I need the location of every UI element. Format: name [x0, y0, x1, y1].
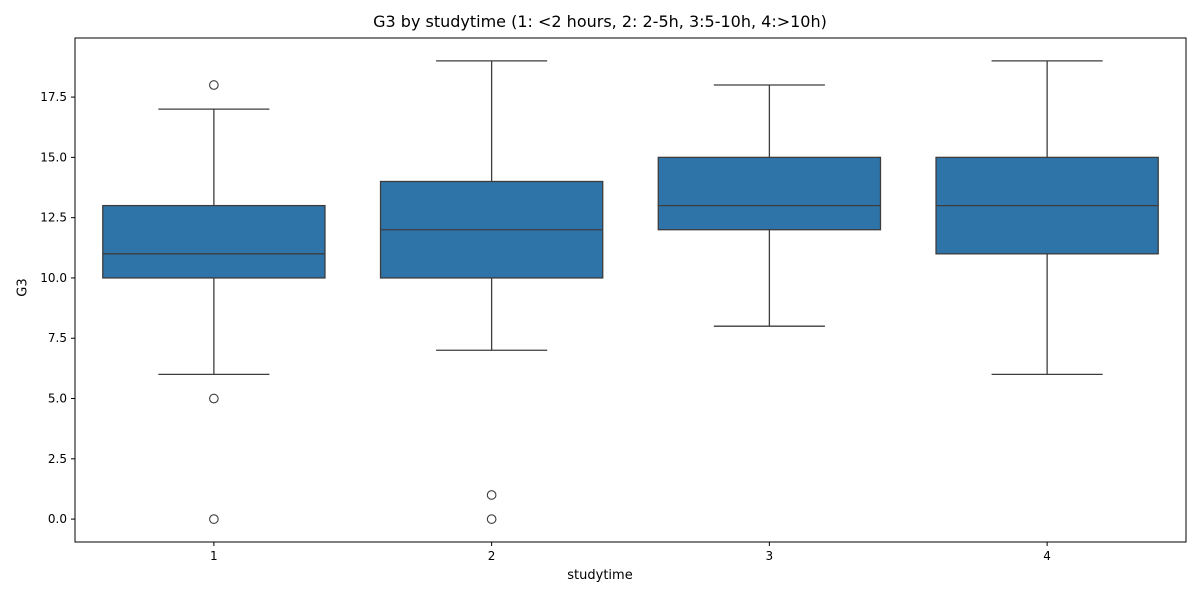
outlier-point — [486, 490, 497, 500]
y-tick-label: 12.5 — [40, 211, 67, 225]
box-iqr — [102, 204, 326, 279]
outlier-point — [486, 514, 497, 524]
y-tick-label: 7.5 — [48, 331, 67, 345]
axes-frame — [74, 37, 1187, 543]
outlier-point — [209, 514, 219, 524]
x-tick-label: 1 — [210, 549, 218, 563]
x-tick-label: 3 — [766, 549, 774, 563]
box-iqr — [657, 156, 882, 231]
y-tick-label: 10.0 — [40, 271, 67, 285]
outlier-point — [209, 393, 219, 404]
x-tick-label: 4 — [1043, 549, 1051, 563]
x-axis-label: studytime — [567, 568, 633, 583]
y-tick-label: 5.0 — [48, 392, 67, 406]
y-axis-label: G3 — [15, 278, 31, 297]
x-tick-label: 2 — [488, 549, 496, 563]
outlier-point — [209, 80, 219, 90]
y-tick-label: 17.5 — [40, 90, 67, 104]
chart-title: G3 by studytime (1: <2 hours, 2: 2-5h, 3… — [373, 12, 827, 31]
y-tick-label: 15.0 — [40, 150, 67, 164]
y-tick-label: 0.0 — [48, 512, 67, 526]
y-tick-label: 2.5 — [48, 452, 67, 466]
